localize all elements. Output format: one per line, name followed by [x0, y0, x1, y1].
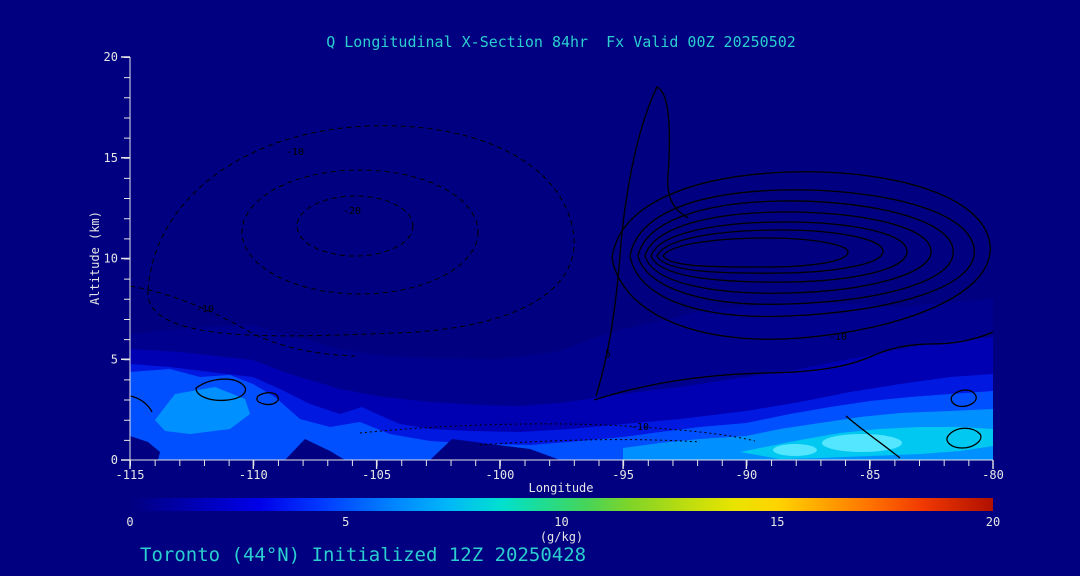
dotted-contour-bottom-1 [359, 423, 756, 442]
solid-contour-ring-1 [629, 189, 975, 318]
colorbar-tick-label: 20 [986, 515, 1000, 529]
solid-contour-bottom-right [845, 415, 901, 459]
x-axis-major-ticks [129, 460, 994, 469]
colorbar-tick-label: 10 [554, 515, 568, 529]
contour-label: -10 [631, 422, 649, 433]
q-dry-wedge-2 [285, 439, 345, 460]
closed-contour-left-small [256, 392, 279, 406]
x-tick-label: -100 [485, 468, 514, 482]
plot-title: Q Longitudinal X-Section 84hr Fx Valid 0… [326, 33, 796, 51]
contour-value-labels: -10 -20 -10 5 -10 -10 [196, 147, 847, 433]
closed-contour-right-upper [950, 389, 977, 408]
contour-left-edge-squiggle [130, 395, 153, 413]
x-tick-label: -110 [239, 468, 268, 482]
solid-contour-ring-5 [656, 229, 884, 274]
x-tick-label: -105 [362, 468, 391, 482]
colorbar: 0 5 10 15 20 (g/kg) [126, 498, 1000, 544]
colorbar-gradient [130, 498, 993, 511]
dashed-contours [130, 125, 756, 446]
axis-text: 20 15 10 5 0 -115 -110 -105 -100 -95 -90… [88, 50, 1004, 495]
dashed-contour-lower-left [130, 285, 356, 357]
x-axis-label: Longitude [528, 481, 593, 495]
axes [121, 56, 994, 469]
x-tick-label: -80 [982, 468, 1004, 482]
dashed-contour-outer [147, 125, 575, 337]
y-tick-label: 20 [104, 50, 118, 64]
q-dry-wedge-3 [130, 436, 160, 460]
y-tick-label: 10 [104, 252, 118, 266]
x-tick-label: -115 [116, 468, 145, 482]
contour-label: -20 [343, 206, 361, 217]
solid-contour-tall [595, 86, 689, 397]
solid-contour-ring-6 [662, 237, 849, 268]
y-axis-major-ticks [121, 56, 130, 461]
q-fill-level-5-left-blob [155, 387, 250, 434]
initialization-footer: Toronto (44°N) Initialized 12Z 20250428 [140, 544, 586, 566]
x-tick-label: -90 [736, 468, 758, 482]
contour-label: -10 [829, 332, 847, 343]
closed-contour-left-blob [195, 378, 247, 402]
solid-contour-ring-4 [650, 221, 908, 283]
colorbar-tick-label: 15 [770, 515, 784, 529]
solid-contour-ring-2 [637, 200, 954, 305]
dashed-contour-mid [241, 169, 479, 295]
y-axis-label: Altitude (km) [88, 211, 102, 305]
contour-label: -10 [286, 147, 304, 158]
solid-contours [130, 86, 993, 459]
y-tick-label: 5 [111, 352, 118, 366]
q-dry-wedge-1 [430, 439, 560, 460]
y-tick-label: 15 [104, 151, 118, 165]
closed-contour-right-lower [946, 427, 982, 449]
x-tick-label: -95 [612, 468, 634, 482]
q-fill-max-1 [822, 434, 902, 452]
contour-label: -10 [196, 304, 214, 315]
q-fill-max-2 [773, 444, 817, 456]
contour-label: 5 [605, 349, 611, 360]
colorbar-units-label: (g/kg) [540, 530, 583, 544]
colorbar-tick-label: 5 [342, 515, 349, 529]
dashed-contour-inner [296, 195, 414, 257]
solid-contour-ring-0 [611, 171, 991, 340]
solid-contour-lower-sweep [593, 331, 993, 401]
x-tick-label: -85 [859, 468, 881, 482]
y-tick-label: 0 [111, 453, 118, 467]
solid-contour-ring-3 [644, 211, 932, 294]
colorbar-tick-label: 0 [126, 515, 133, 529]
